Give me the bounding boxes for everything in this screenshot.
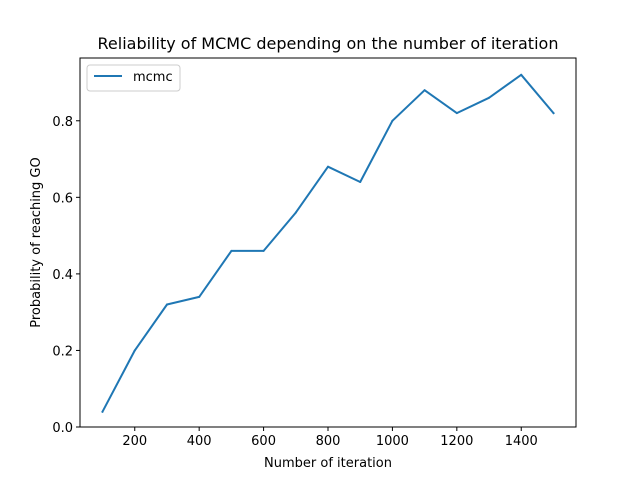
data-point xyxy=(166,303,168,306)
x-tick-label: 200 xyxy=(122,434,147,449)
data-point xyxy=(552,112,555,115)
y-axis-label: Probability of reaching GO xyxy=(29,157,44,327)
data-point xyxy=(262,249,265,252)
data-point xyxy=(101,410,104,413)
x-axis-label: Number of iteration xyxy=(264,456,392,471)
x-tick-label: 1400 xyxy=(505,434,538,449)
chart-title: Reliability of MCMC depending on the num… xyxy=(98,34,559,53)
x-axis-ticks: 200 400 600 800 1000 1200 1400 xyxy=(122,427,538,449)
y-tick-label: 0.2 xyxy=(52,344,73,359)
x-tick-label: 800 xyxy=(316,434,341,449)
data-point xyxy=(423,89,426,92)
data-point xyxy=(391,119,394,122)
y-tick-label: 0.0 xyxy=(52,421,73,436)
series-layer xyxy=(101,73,555,414)
data-point xyxy=(455,112,458,115)
y-tick-label: 0.8 xyxy=(52,115,73,130)
data-point xyxy=(520,73,523,76)
x-tick-label: 400 xyxy=(187,434,212,449)
x-tick-label: 600 xyxy=(251,434,276,449)
legend-box xyxy=(86,64,181,92)
y-axis-ticks: 0.0 0.2 0.4 0.6 0.8 xyxy=(52,115,80,436)
y-tick-label: 0.4 xyxy=(52,268,73,283)
data-point xyxy=(198,295,201,298)
x-tick-label: 1000 xyxy=(376,434,409,449)
data-point xyxy=(488,96,490,99)
y-tick-label: 0.6 xyxy=(52,191,73,206)
x-tick-label: 1200 xyxy=(440,434,473,449)
data-point xyxy=(230,249,233,252)
data-point xyxy=(359,181,362,183)
data-point xyxy=(294,211,297,214)
data-point xyxy=(327,165,329,168)
legend-label-mcmc: mcmc xyxy=(133,70,173,85)
legend: mcmc xyxy=(86,64,181,92)
data-point xyxy=(133,349,136,352)
